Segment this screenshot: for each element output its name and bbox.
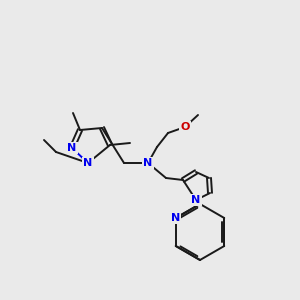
Text: O: O xyxy=(180,122,190,132)
Text: N: N xyxy=(143,158,153,168)
Text: N: N xyxy=(191,195,201,205)
Text: N: N xyxy=(68,143,76,153)
Text: N: N xyxy=(83,158,93,168)
Text: N: N xyxy=(171,213,180,223)
